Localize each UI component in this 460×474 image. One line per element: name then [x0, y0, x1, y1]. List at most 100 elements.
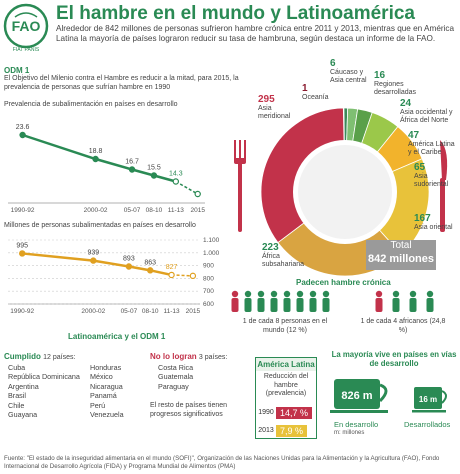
- data-point: [194, 190, 201, 198]
- label-asia-occidental: 24 Asia occidental y África del Norte: [400, 98, 453, 124]
- fao-logo: FAO FIAT PANIS: [3, 3, 49, 53]
- world-person-body: [244, 298, 252, 312]
- world-person-head: [257, 290, 265, 298]
- cup-icon-developed: 16 m: [412, 387, 447, 413]
- intro-text: Alrededor de 842 millones de personas su…: [56, 24, 455, 43]
- data-label: 995: [16, 242, 28, 249]
- people-icons: [231, 290, 434, 312]
- y-tick-label: 1.000: [203, 250, 220, 257]
- data-point: [147, 267, 154, 274]
- x-tick-label: 2000-02: [81, 308, 105, 315]
- chart2-label: Millones de personas subalimentadas en p…: [4, 222, 196, 229]
- y-tick-label: 800: [203, 275, 214, 282]
- africa-person-body: [409, 298, 417, 312]
- data-label: 23.6: [16, 124, 30, 131]
- logo-text: FIAT PANIS: [13, 47, 40, 53]
- met-list-2: Honduras México Nicaragua Panamá Perú Ve…: [90, 363, 124, 420]
- data-point: [172, 178, 180, 185]
- x-tick-label: 1990-92: [10, 308, 34, 315]
- label-desarrolladas: 16 Regiones desarrolladas: [374, 70, 417, 96]
- africa-person-head: [409, 290, 417, 298]
- world-hunger-text: 1 de cada 8 personas en el mundo (12 %): [242, 318, 328, 334]
- label-oceania: 1 Oceanía: [302, 83, 329, 101]
- chart1-label: Prevalencia de subalimentación en países…: [4, 101, 178, 108]
- cup1-label: En desarrollo: [334, 420, 379, 429]
- world-person-head: [270, 290, 278, 298]
- y-tick-label: 600: [203, 301, 214, 308]
- odm-heading: ODM 1: [4, 66, 30, 75]
- label-caucaso: 6 Cáucaso y Asia central: [330, 58, 367, 84]
- label-asia-meridional: 295 Asia meridional: [258, 94, 291, 120]
- data-label: 16.7: [125, 159, 139, 166]
- reduction-subtitle: Reducción del hambre (prevalencia): [263, 373, 309, 397]
- svg-text:FAO: FAO: [12, 18, 41, 34]
- x-tick-label: 11-13: [168, 207, 185, 214]
- world-person-body: [231, 298, 239, 312]
- data-point: [90, 257, 97, 264]
- africa-hunger-text: 1 de cada 4 africanos (24,8 %): [360, 318, 446, 334]
- projection-line: [175, 180, 199, 195]
- label-asia-oriental: 167 Asia oriental: [414, 213, 453, 231]
- data-point: [189, 272, 197, 280]
- x-tick-label: 08-10: [142, 308, 159, 315]
- world-person-body: [283, 298, 291, 312]
- footer-source: Fuente: "El estado de la inseguridad ali…: [4, 455, 440, 470]
- prevalence-chart: 1990-92 2000-02 05-07 08-10 11-13 2015 23.6 18…: [8, 124, 205, 214]
- odm-text: El Objetivo del Milenio contra el Hambre…: [4, 75, 239, 91]
- fork-icon: [234, 140, 246, 232]
- world-person-body: [296, 298, 304, 312]
- cup2-value: 16 m: [419, 395, 437, 404]
- data-point: [150, 172, 158, 179]
- world-person-body: [322, 298, 330, 312]
- africa-person-head: [392, 290, 400, 298]
- data-label: 863: [144, 259, 156, 266]
- data-label: 893: [123, 255, 135, 262]
- label-asia-sudoriental: 65 Asia sudoriental: [414, 162, 449, 188]
- y-tick-label: 900: [203, 263, 214, 270]
- total-box: Total 842 millones: [366, 240, 436, 270]
- x-tick-label: 08-10: [146, 207, 163, 214]
- africa-person-head: [375, 290, 383, 298]
- data-label: 18.8: [89, 148, 103, 155]
- reduction-row-2013: 2013 7,9 %: [256, 424, 316, 437]
- africa-person-body: [392, 298, 400, 312]
- reduction-box: América Latina Reducción del hambre (pre…: [255, 357, 317, 439]
- cup1-unit: m: millones: [334, 430, 365, 436]
- x-tick-label: 2000-02: [84, 207, 108, 214]
- africa-person-head: [426, 290, 434, 298]
- data-point: [19, 131, 26, 139]
- world-person-head: [309, 290, 317, 298]
- x-tick-label: 05-07: [124, 207, 141, 214]
- africa-person-body: [426, 298, 434, 312]
- y-tick-label: 700: [203, 288, 214, 295]
- cup2-label: Desarrollados: [404, 420, 451, 429]
- chronic-heading: Padecen hambre crónica: [296, 278, 391, 287]
- notmet-list: Costa Rica Guatemala Paraguay: [158, 363, 194, 391]
- developing-heading: La mayoría vive en países en vías de des…: [331, 350, 457, 368]
- x-tick-label: 05-07: [121, 308, 138, 315]
- data-point: [168, 271, 175, 279]
- world-person-head: [244, 290, 252, 298]
- data-label: 14.3: [169, 171, 183, 178]
- world-person-body: [270, 298, 278, 312]
- data-point: [92, 155, 99, 163]
- world-person-head: [322, 290, 330, 298]
- x-tick-label: 2015: [186, 308, 201, 315]
- x-tick-label: 2015: [190, 207, 205, 214]
- data-label: 827: [166, 264, 178, 271]
- world-person-body: [257, 298, 265, 312]
- y-tick-label: 1.100: [203, 237, 220, 244]
- label-america-latina: 47 América Latina y el Caribe: [408, 130, 455, 156]
- label-africa: 223 África subsahariana: [262, 242, 305, 268]
- data-point: [128, 166, 136, 173]
- rest-text: El resto de países tienen progresos sign…: [150, 402, 228, 418]
- page-title: El hambre en el mundo y Latinoamérica: [56, 3, 415, 24]
- knife-icon: [440, 140, 448, 232]
- data-label: 939: [87, 250, 99, 257]
- data-point: [125, 263, 133, 270]
- x-tick-label: 1990-92: [11, 207, 35, 214]
- data-point: [19, 250, 26, 257]
- world-person-head: [283, 290, 291, 298]
- cup-icon-developing: 826 m: [330, 379, 388, 413]
- projection-line: [171, 274, 193, 277]
